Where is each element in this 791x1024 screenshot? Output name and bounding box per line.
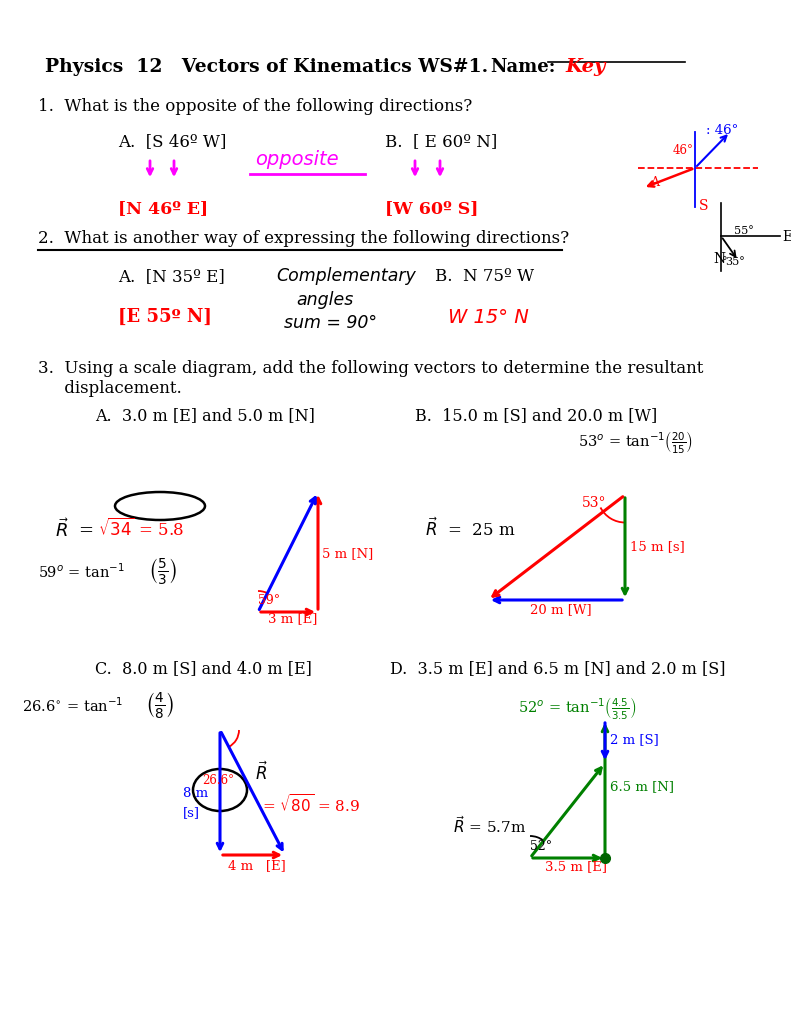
Text: sum = 90°: sum = 90° (284, 314, 377, 332)
Text: $\left(\frac{4}{8}\right)$: $\left(\frac{4}{8}\right)$ (145, 690, 174, 720)
Text: N: N (713, 252, 725, 266)
Text: B.  [ E 60º N]: B. [ E 60º N] (385, 133, 498, 150)
Text: $\vec{R}$  =  25 m: $\vec{R}$ = 25 m (425, 518, 516, 541)
Text: 55°: 55° (734, 226, 754, 236)
Text: [N 46º E]: [N 46º E] (118, 200, 208, 217)
Text: opposite: opposite (255, 150, 339, 169)
Text: 5 m [N]: 5 m [N] (322, 547, 373, 560)
Text: 15 m [s]: 15 m [s] (630, 540, 685, 553)
Text: angles: angles (296, 291, 354, 309)
Text: = $\sqrt{80}$ = 8.9: = $\sqrt{80}$ = 8.9 (262, 793, 360, 815)
Text: 1.  What is the opposite of the following directions?: 1. What is the opposite of the following… (38, 98, 472, 115)
Text: [E 55º N]: [E 55º N] (118, 308, 212, 326)
Text: 59$^o$ = tan$^{-1}$: 59$^o$ = tan$^{-1}$ (38, 562, 125, 581)
Text: $\left(\frac{5}{3}\right)$: $\left(\frac{5}{3}\right)$ (148, 556, 177, 586)
Text: D.  3.5 m [E] and 6.5 m [N] and 2.0 m [S]: D. 3.5 m [E] and 6.5 m [N] and 2.0 m [S] (390, 660, 725, 677)
Text: 3 m [E]: 3 m [E] (268, 612, 317, 625)
Text: [s]: [s] (183, 806, 200, 819)
Text: 20 m [W]: 20 m [W] (530, 603, 592, 616)
Text: B.  N 75º W: B. N 75º W (435, 268, 534, 285)
Text: 53°: 53° (582, 496, 607, 510)
Text: $\vec{R}$: $\vec{R}$ (255, 762, 268, 784)
Text: C.  8.0 m [S] and 4.0 m [E]: C. 8.0 m [S] and 4.0 m [E] (95, 660, 312, 677)
Text: Complementary: Complementary (276, 267, 416, 285)
Text: A.  [N 35º E]: A. [N 35º E] (118, 268, 225, 285)
Text: $\vec{R}$ = 5.7m: $\vec{R}$ = 5.7m (453, 815, 526, 836)
Text: W 15° N: W 15° N (448, 308, 529, 327)
Text: E: E (782, 230, 791, 244)
Text: B.  15.0 m [S] and 20.0 m [W]: B. 15.0 m [S] and 20.0 m [W] (415, 407, 657, 424)
Text: displacement.: displacement. (38, 380, 182, 397)
Text: 6.5 m [N]: 6.5 m [N] (610, 780, 674, 793)
Text: 46°: 46° (673, 144, 694, 157)
Text: A.  [S 46º W]: A. [S 46º W] (118, 133, 226, 150)
Text: 3.5 m [E]: 3.5 m [E] (545, 860, 607, 873)
Text: 26.6°: 26.6° (202, 774, 234, 787)
Text: 26.6$^{\circ}$ = tan$^{-1}$: 26.6$^{\circ}$ = tan$^{-1}$ (22, 696, 123, 715)
Text: 35°: 35° (725, 257, 745, 267)
Text: 52°: 52° (530, 840, 552, 853)
Text: $\vec{R}$  =: $\vec{R}$ = (55, 518, 94, 541)
Text: °: ° (722, 257, 728, 267)
Text: 4 m   [E]: 4 m [E] (228, 859, 286, 872)
Text: 52$^o$ = tan$^{-1}$$\left(\frac{4.5}{3.5}\right)$: 52$^o$ = tan$^{-1}$$\left(\frac{4.5}{3.5… (518, 696, 636, 722)
Text: S: S (699, 199, 709, 213)
Text: Name:: Name: (490, 58, 555, 76)
Text: Key: Key (565, 58, 605, 76)
Text: 2.  What is another way of expressing the following directions?: 2. What is another way of expressing the… (38, 230, 570, 247)
Text: 8 m: 8 m (183, 787, 208, 800)
Text: $\sqrt{34}$ = 5.8: $\sqrt{34}$ = 5.8 (98, 518, 184, 540)
Text: 3.  Using a scale diagram, add the following vectors to determine the resultant: 3. Using a scale diagram, add the follow… (38, 360, 703, 377)
Text: 59°: 59° (258, 594, 280, 607)
Text: 53$^o$ = tan$^{-1}$$\left(\frac{20}{15}\right)$: 53$^o$ = tan$^{-1}$$\left(\frac{20}{15}\… (578, 430, 693, 456)
Text: 2 m [S]: 2 m [S] (610, 733, 659, 746)
Text: A: A (650, 176, 659, 189)
Text: A.  3.0 m [E] and 5.0 m [N]: A. 3.0 m [E] and 5.0 m [N] (95, 407, 315, 424)
Text: Physics  12   Vectors of Kinematics WS#1.: Physics 12 Vectors of Kinematics WS#1. (45, 58, 488, 76)
Text: [W 60º S]: [W 60º S] (385, 200, 479, 217)
Text: : 46°: : 46° (706, 124, 738, 137)
